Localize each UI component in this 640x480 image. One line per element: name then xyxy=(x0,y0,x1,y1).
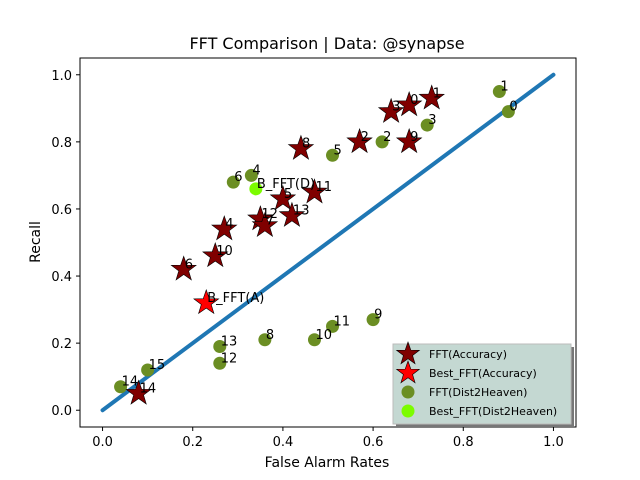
star-point xyxy=(301,178,328,204)
y-tick-label: 0.6 xyxy=(51,203,72,218)
point-label: 12 xyxy=(261,207,278,222)
point-label: 14 xyxy=(140,381,157,396)
point-label: 4 xyxy=(252,163,260,178)
legend-entry: Best_FFT(Dist2Heaven) xyxy=(429,405,557,418)
circle-point xyxy=(326,148,340,162)
star-point xyxy=(377,97,405,123)
y-axis-label: Recall xyxy=(28,221,44,263)
point-label: 9 xyxy=(410,130,418,145)
star-point xyxy=(278,201,306,227)
star-point xyxy=(170,255,197,281)
circle-point xyxy=(375,135,389,149)
point-label: 5 xyxy=(284,187,292,202)
point-label: 3 xyxy=(428,113,436,128)
star-point xyxy=(125,379,152,405)
legend-entry: FFT(Accuracy) xyxy=(429,348,507,361)
circle-point xyxy=(244,168,258,182)
circle-point xyxy=(366,313,380,327)
point-label: 9 xyxy=(374,308,382,323)
circle-point xyxy=(141,363,155,377)
legend: FFT(Accuracy) Best_FFT(Accuracy) FFT(Dist2… xyxy=(392,341,574,427)
circle-point xyxy=(326,319,340,333)
circle-point xyxy=(492,85,506,99)
point-label: 2 xyxy=(383,130,391,145)
chart-title: FFT Comparison | Data: @synapse xyxy=(189,34,464,53)
star-point xyxy=(346,127,373,154)
point-label: 4 xyxy=(225,217,233,232)
point-label: 12 xyxy=(221,351,238,366)
y-tick-label: 0.2 xyxy=(51,337,72,352)
star-point xyxy=(395,91,423,117)
legend-marker xyxy=(401,385,415,399)
star-point xyxy=(251,211,279,237)
legend-box xyxy=(392,343,572,425)
circle-point xyxy=(258,333,272,347)
circle-point xyxy=(249,182,263,196)
point-label: 1 xyxy=(433,86,441,101)
point-label: B_FFT(A) xyxy=(207,291,264,306)
point-label: 10 xyxy=(315,328,332,343)
y-tick-label: 1.0 xyxy=(51,69,72,84)
point-label: 2 xyxy=(361,130,369,145)
star-point xyxy=(211,215,238,241)
axis-ticks: 0.0 0.2 0.4 0.6 0.8 1.0 0.0 0.2 0.4 0.6 0.8 1.0 xyxy=(51,69,563,450)
circle-point xyxy=(114,380,128,394)
x-tick-label: 0.4 xyxy=(273,435,294,450)
x-axis-label: False Alarm Rates xyxy=(265,455,390,471)
point-label: 7 xyxy=(266,214,274,229)
point-label: 15 xyxy=(149,358,166,373)
star-point xyxy=(269,184,297,211)
point-label: 3 xyxy=(392,100,400,115)
point-label: 11 xyxy=(334,314,351,329)
point-label: 13 xyxy=(221,334,238,349)
circle-point xyxy=(213,356,227,370)
star-point xyxy=(202,242,229,268)
y-tick-label: 0.4 xyxy=(51,270,72,285)
star-point xyxy=(418,84,445,110)
point-label: 1 xyxy=(500,80,508,95)
point-label: 10 xyxy=(216,244,233,259)
legend-entry: Best_FFT(Accuracy) xyxy=(429,367,537,380)
legend-marker xyxy=(395,341,421,365)
diagonal-line xyxy=(100,72,556,413)
point-label: 6 xyxy=(185,257,193,272)
x-tick-label: 0.6 xyxy=(363,435,384,450)
plot-frame xyxy=(79,57,577,428)
point-label: 13 xyxy=(293,204,310,219)
legend-marker xyxy=(395,360,421,384)
circle-point xyxy=(226,175,240,189)
circle-point xyxy=(420,118,434,132)
point-labels: 103254691110813121514B_FFT(D)10392811513… xyxy=(122,80,518,397)
x-tick-label: 0.8 xyxy=(453,435,474,450)
point-label: 5 xyxy=(334,143,342,158)
x-tick-label: 1.0 xyxy=(543,435,564,450)
star-point xyxy=(193,288,220,315)
circle-point xyxy=(501,105,515,119)
diagonal-line-group xyxy=(100,72,556,413)
data-marks xyxy=(114,84,515,405)
point-label: 11 xyxy=(315,180,332,195)
point-label: 0 xyxy=(410,93,418,108)
point-label: B_FFT(D) xyxy=(257,177,315,192)
x-tick-label: 0.2 xyxy=(182,435,203,450)
circle-point xyxy=(213,339,227,353)
point-label: 6 xyxy=(234,170,242,185)
point-label: 14 xyxy=(122,375,139,390)
star-point xyxy=(395,127,423,154)
circle-point xyxy=(307,333,321,347)
point-label: 8 xyxy=(266,328,274,343)
star-point xyxy=(287,134,315,160)
legend-marker xyxy=(401,404,415,418)
point-label: 0 xyxy=(509,100,517,115)
x-tick-label: 0.0 xyxy=(92,435,113,450)
y-tick-label: 0.0 xyxy=(51,404,72,419)
y-tick-label: 0.8 xyxy=(51,136,72,151)
point-label: 8 xyxy=(302,137,310,152)
legend-entry: FFT(Dist2Heaven) xyxy=(429,386,527,399)
